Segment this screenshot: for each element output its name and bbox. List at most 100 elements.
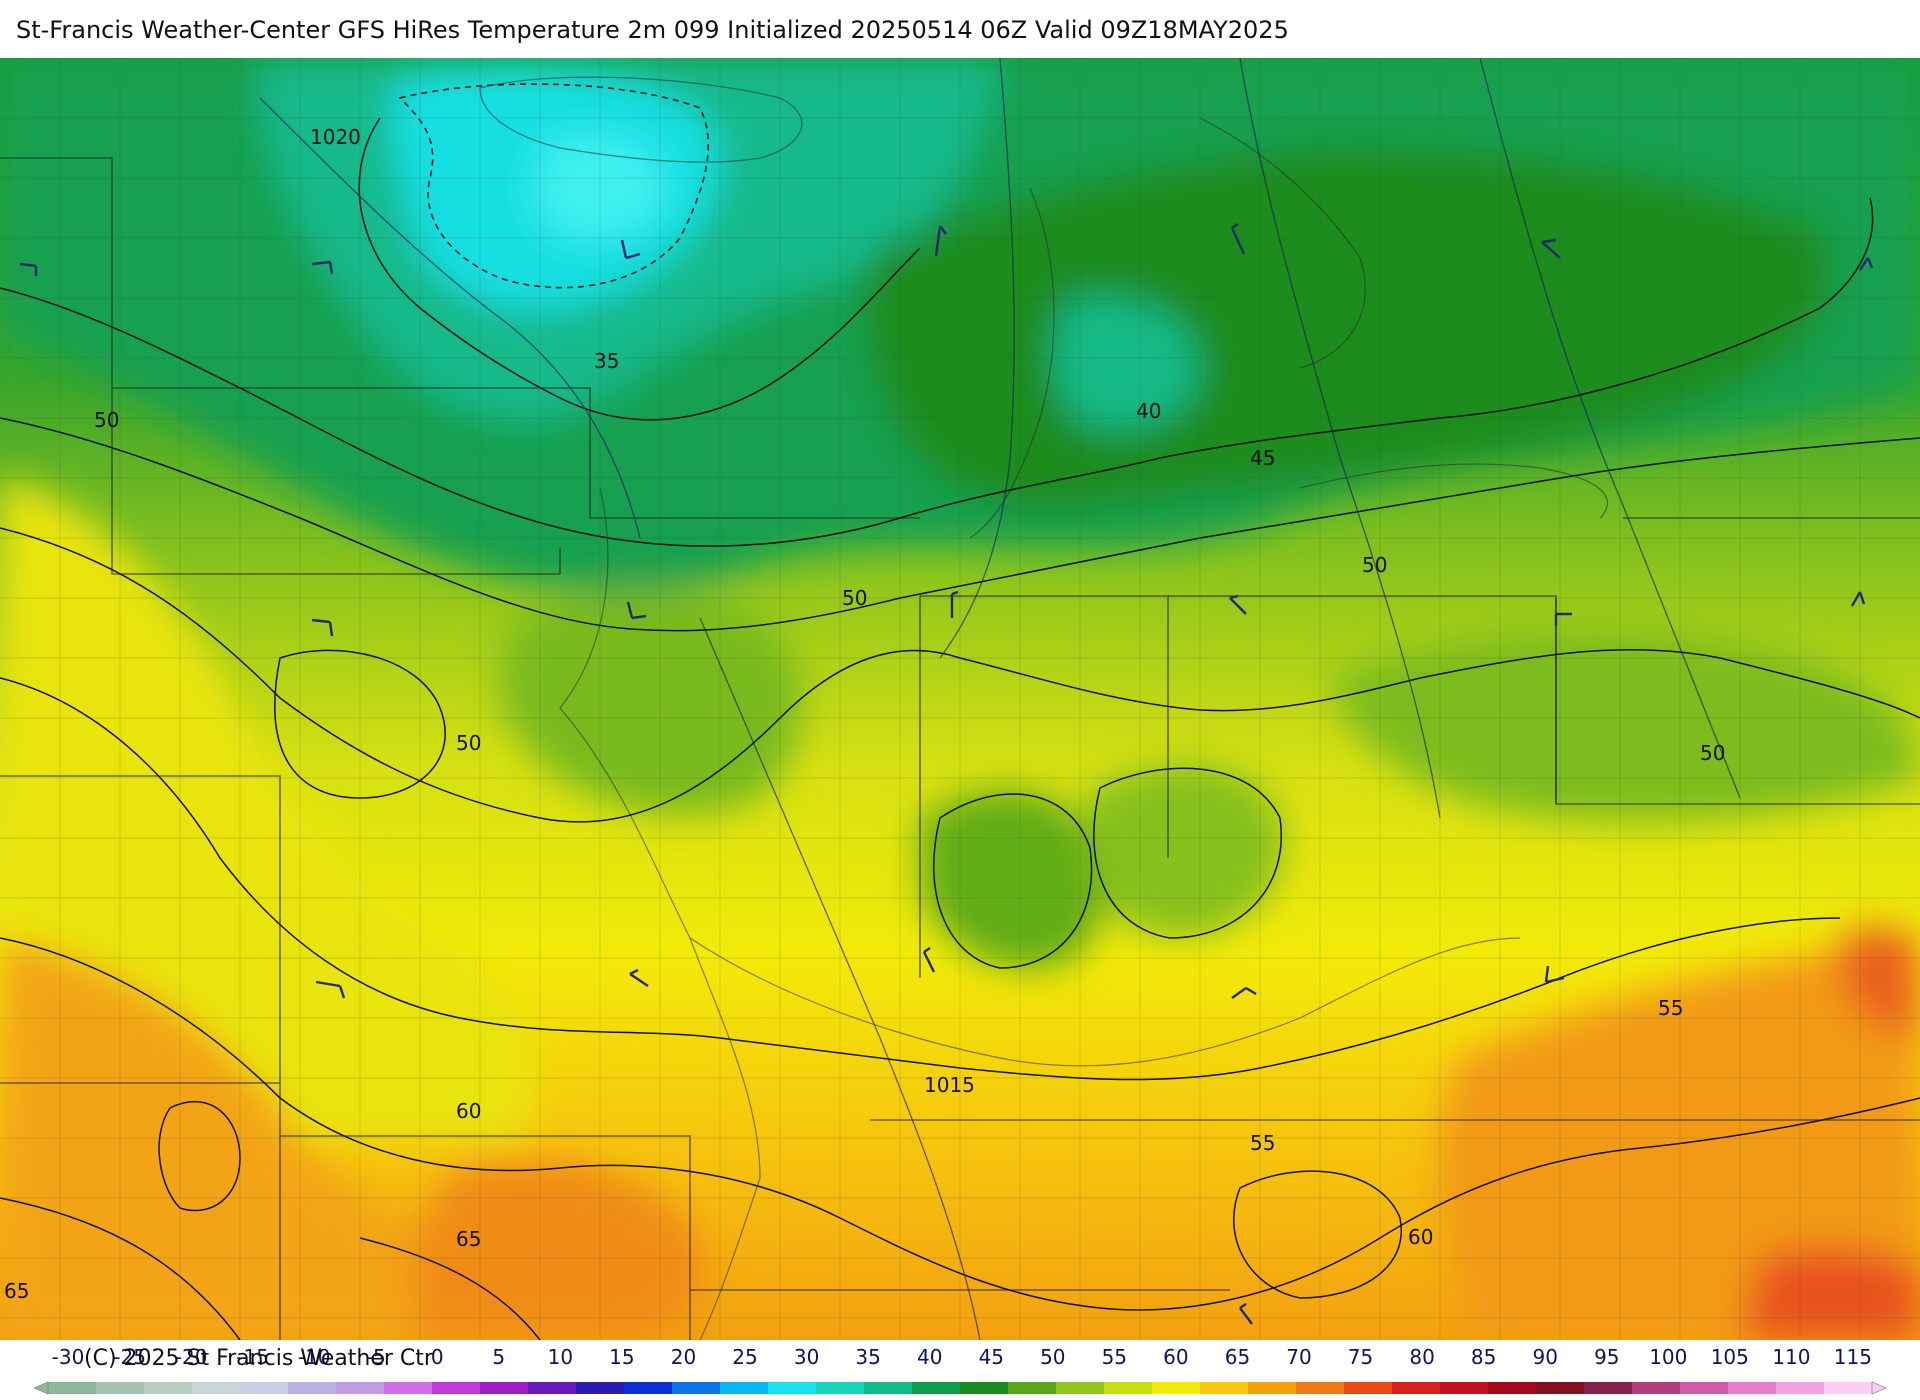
isotherm-35 <box>358 117 921 421</box>
colorbar-tick-label: 65 <box>1225 1345 1250 1369</box>
wind-barb <box>311 260 334 275</box>
isotherm-label: 50 <box>456 731 481 755</box>
wind-barb <box>626 601 647 620</box>
colorbar-swatch <box>1152 1382 1201 1394</box>
wind-barb <box>1230 223 1246 255</box>
field-yellow-west <box>0 478 536 1138</box>
wind-barb <box>1850 591 1866 607</box>
isotherm-label: 45 <box>1250 446 1275 470</box>
colorbar-tick-label: 60 <box>1163 1345 1188 1369</box>
wind-barb <box>1239 1303 1253 1325</box>
colorbar-tick-label: 80 <box>1409 1345 1434 1369</box>
isotherm-50-loop <box>933 793 1093 969</box>
isotherm-60 <box>0 937 1920 1311</box>
colorbar-swatch <box>768 1382 817 1394</box>
wind-barb <box>629 968 649 987</box>
contour-labels: 1020 35 40 45 50 50 50 50 50 50 55 55 60… <box>4 125 1725 1303</box>
wind-barb <box>1544 965 1565 984</box>
field-teal-michigan <box>1052 296 1200 431</box>
colorbar-tick-label: 10 <box>548 1345 573 1369</box>
colorbar-swatch <box>864 1382 913 1394</box>
colorbar-swatch <box>960 1382 1009 1394</box>
temperature-map: 1020 35 40 45 50 50 50 50 50 50 55 55 60… <box>0 58 1920 1340</box>
wind-barb <box>1554 612 1572 626</box>
colorbar-swatch <box>816 1382 865 1394</box>
colorbar-swatch <box>1488 1382 1537 1394</box>
temperature-fields <box>0 58 1920 1340</box>
colorbar-tick-label: 105 <box>1711 1345 1749 1369</box>
isotherm-label: 60 <box>456 1099 481 1123</box>
colorbar-swatch <box>1584 1382 1633 1394</box>
colorbar-swatch <box>288 1382 337 1394</box>
isotherm-label: 40 <box>1136 399 1161 423</box>
colorbar-swatch <box>624 1382 673 1394</box>
colorbar-tick-label: 110 <box>1772 1345 1810 1369</box>
wind-barb <box>1859 257 1874 271</box>
field-red-coast <box>1740 1247 1920 1340</box>
isotherm-label: 55 <box>1658 996 1683 1020</box>
isotherm-label: 55 <box>1250 1131 1275 1155</box>
colorbar-swatch <box>96 1382 145 1394</box>
isotherm-label: 65 <box>4 1279 29 1303</box>
wind-barb <box>1231 986 1257 999</box>
isotherms <box>0 83 1920 1340</box>
colorbar-swatch <box>1536 1382 1585 1394</box>
field-green-illinois <box>499 588 802 816</box>
colorbar-tick-label: 35 <box>855 1345 880 1369</box>
isobar-label: 1020 <box>310 125 361 149</box>
colorbar-tick-label: 85 <box>1471 1345 1496 1369</box>
wind-barb <box>19 262 38 276</box>
wind-barb <box>934 225 947 257</box>
wind-barb <box>311 618 334 637</box>
state-borders <box>0 157 1920 1340</box>
field-orange-southwest <box>0 938 600 1340</box>
colorbar-swatch <box>336 1382 385 1394</box>
colorbar-swatch <box>1392 1382 1441 1394</box>
colorbar-swatch <box>1296 1382 1345 1394</box>
colorbar-tick-label: -10 <box>298 1345 331 1369</box>
colorbar-swatch <box>720 1382 769 1394</box>
colorbar-swatch <box>1344 1382 1393 1394</box>
lake-outline <box>479 76 803 163</box>
map-title: St-Francis Weather-Center GFS HiRes Temp… <box>16 16 1289 44</box>
colorbar-tick-label: 20 <box>671 1345 696 1369</box>
colorbar-swatch <box>48 1382 97 1394</box>
wind-barb <box>315 980 346 999</box>
field-orange-southeast <box>1438 938 1920 1340</box>
colorbar-left-arrow <box>33 1381 49 1395</box>
colorbar-tick-label: 45 <box>979 1345 1004 1369</box>
isobar-label: 1015 <box>924 1073 975 1097</box>
isotherm-label: 50 <box>842 586 867 610</box>
colorbar-right-arrow <box>1871 1381 1887 1395</box>
colorbar-tick-label: 90 <box>1532 1345 1557 1369</box>
colorbar-tick-label: -25 <box>113 1345 146 1369</box>
isotherm-label: 50 <box>1700 741 1725 765</box>
colorbar-tick-label: 55 <box>1102 1345 1127 1369</box>
colorbar-swatch <box>1104 1382 1153 1394</box>
isotherm-55 <box>0 677 1841 1081</box>
isotherm-label: 50 <box>1362 553 1387 577</box>
colorbar-tick-label: 30 <box>794 1345 819 1369</box>
isotherm-label: 50 <box>94 408 119 432</box>
colorbar-swatch <box>1824 1382 1873 1394</box>
isotherm-50 <box>0 527 1920 823</box>
state-border <box>0 775 281 1340</box>
isotherm-65-loop <box>158 1101 241 1212</box>
colorbar-swatch <box>912 1382 961 1394</box>
colorbar-tick-label: 15 <box>609 1345 634 1369</box>
colorbar-swatch <box>1776 1382 1825 1394</box>
colorbar-swatch <box>384 1382 433 1394</box>
isobar-1020 <box>259 97 641 539</box>
colorbar-swatch <box>672 1382 721 1394</box>
wind-barb <box>1229 594 1247 615</box>
colorbar-swatch <box>144 1382 193 1394</box>
wind-barb <box>922 947 936 973</box>
colorbar-tick-label: 0 <box>431 1345 444 1369</box>
field-orange-arkansas <box>410 1157 706 1340</box>
wind-barb <box>1541 238 1561 259</box>
colorbar-tick-label: 70 <box>1286 1345 1311 1369</box>
state-border <box>111 388 561 575</box>
colorbar-swatch <box>1056 1382 1105 1394</box>
colorbar-tick-label: 40 <box>917 1345 942 1369</box>
county-grid <box>0 58 1920 1340</box>
